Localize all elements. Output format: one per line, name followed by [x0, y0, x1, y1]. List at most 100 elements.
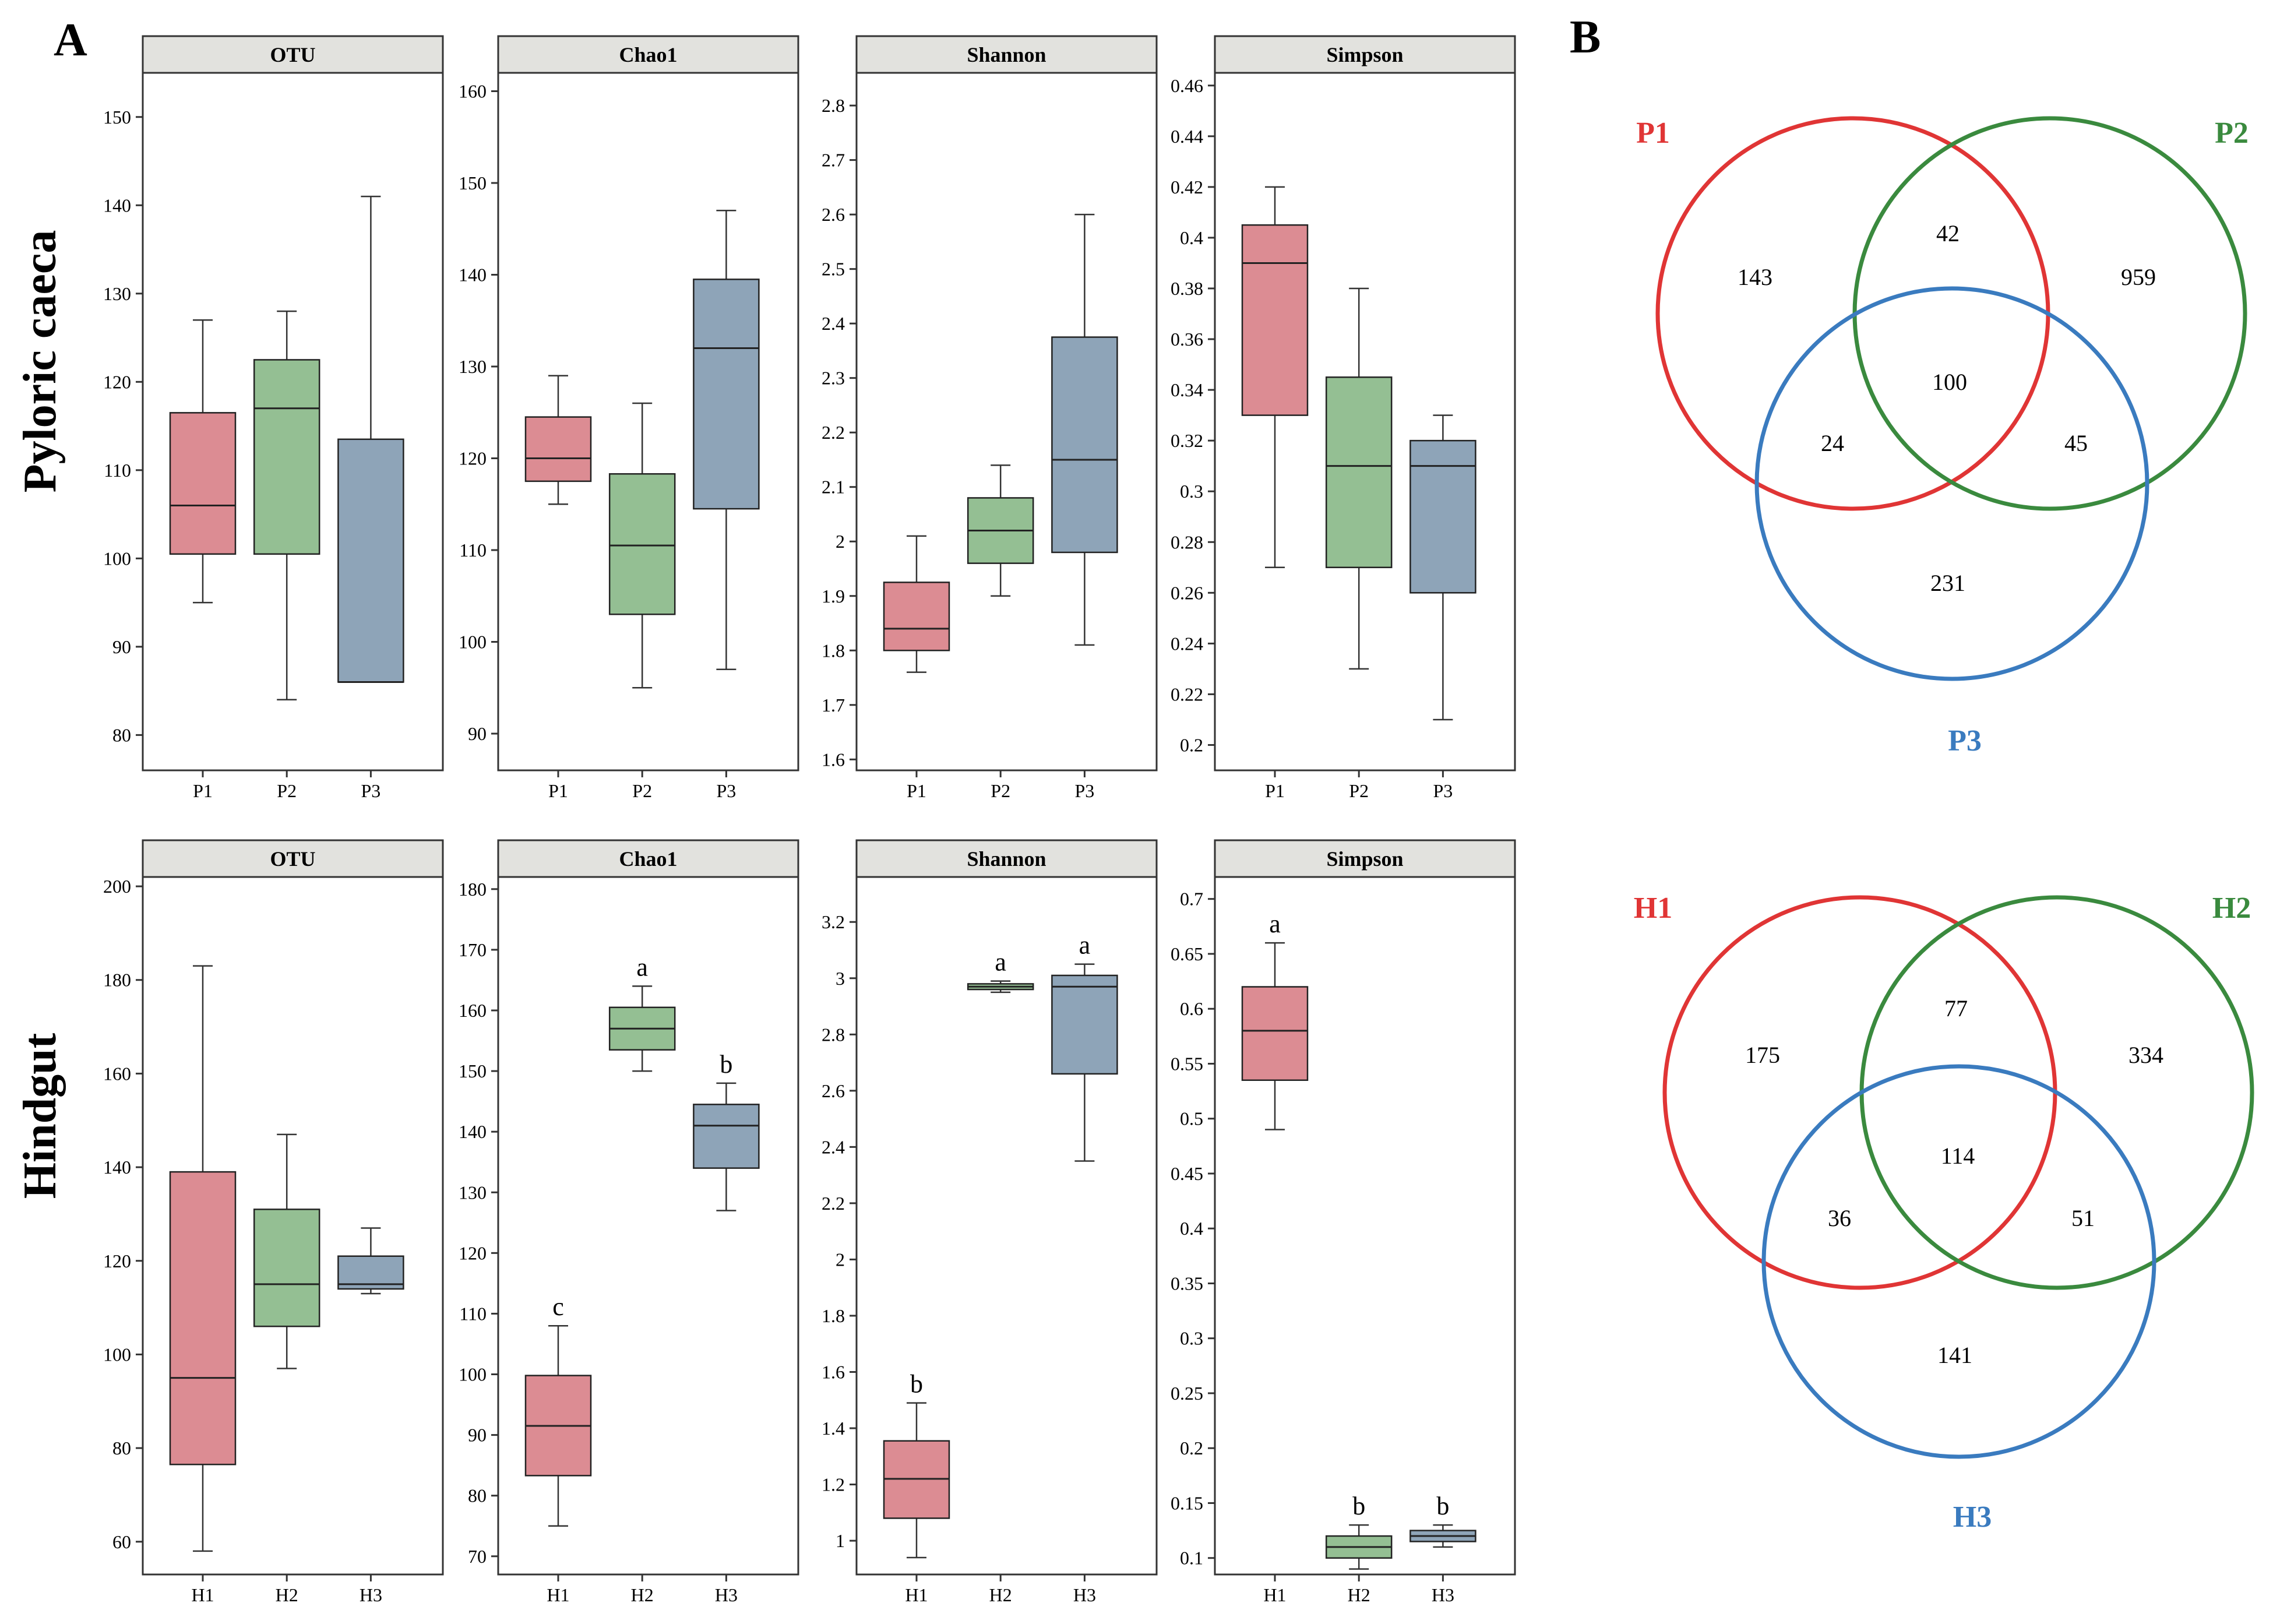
- y-tick-label: 1.8: [822, 640, 845, 661]
- boxplot-panel-pyloric-caeca-otu: OTU 80 90 100 110 120 130 140 150 P1 P2 P3: [103, 35, 444, 801]
- y-tick-label: 130: [459, 1182, 487, 1203]
- y-tick-label: 140: [103, 195, 131, 216]
- plot-frame: [142, 876, 444, 1576]
- y-tick-label: 0.2: [1180, 1438, 1203, 1459]
- boxplot-panel-hindgut-otu: OTU 60 80 100 120 140 160 180 200 H1 H2 H3: [103, 839, 444, 1605]
- y-tick-label: 70: [468, 1546, 487, 1567]
- y-tick-label: 90: [112, 636, 131, 657]
- y-tick-label: 0.6: [1180, 998, 1203, 1019]
- y-tick-label: 140: [103, 1157, 131, 1178]
- venn-count-only-1: 143: [1738, 264, 1772, 290]
- y-tick-label: 90: [468, 723, 487, 744]
- y-tick-label: 0.32: [1171, 430, 1203, 451]
- significance-letter: b: [720, 1050, 732, 1079]
- plot-frame: [1214, 876, 1516, 1576]
- y-tick-label: 0.15: [1171, 1492, 1203, 1513]
- y-tick-label: 2.8: [822, 95, 845, 116]
- y-tick-label: 0.38: [1171, 278, 1203, 299]
- y-tick-label: 0.24: [1171, 633, 1203, 654]
- y-tick-label: 0.35: [1171, 1273, 1203, 1294]
- plot-frame: [497, 876, 799, 1576]
- box-p3: [1409, 439, 1476, 594]
- significance-letter: a: [995, 948, 1006, 977]
- y-tick-label: 3: [836, 968, 845, 989]
- venn-circle-p3: [1754, 286, 2149, 681]
- plot-frame: [855, 876, 1158, 1576]
- venn-pyloric-caeca: P1 P2 P3 143 959 231 42 24 45 100: [1636, 116, 2249, 758]
- y-tick-label: 0.5: [1180, 1108, 1203, 1129]
- venn-count-1-2: 42: [1936, 220, 1960, 246]
- y-tick-label: 140: [459, 1121, 487, 1142]
- venn-count-1-3: 36: [1828, 1205, 1851, 1231]
- y-tick-label: 1: [836, 1530, 845, 1551]
- y-tick-label: 0.65: [1171, 943, 1203, 964]
- y-tick-label: 110: [459, 540, 487, 561]
- y-tick-label: 1.9: [822, 586, 845, 607]
- y-tick-label: 160: [459, 81, 487, 102]
- significance-letter: b: [1352, 1492, 1365, 1520]
- venn-count-only-1: 175: [1745, 1042, 1780, 1068]
- y-tick-label: 1.4: [822, 1418, 845, 1439]
- significance-letter: b: [910, 1370, 923, 1398]
- y-tick-label: 0.25: [1171, 1383, 1203, 1404]
- box-h1: [169, 1171, 237, 1466]
- x-tick-label: P1: [907, 780, 926, 801]
- venn-count-only-3: 231: [1930, 570, 1965, 596]
- y-tick-label: 2: [836, 1249, 845, 1270]
- y-tick-label: 180: [459, 879, 487, 900]
- venn-set-label-h3: H3: [1953, 1500, 1992, 1534]
- y-tick-label: 0.34: [1171, 379, 1203, 400]
- panel-strip: [855, 35, 1158, 74]
- y-tick-label: 0.55: [1171, 1053, 1203, 1074]
- y-tick-label: 0.45: [1171, 1163, 1203, 1184]
- significance-letter: c: [552, 1292, 564, 1321]
- y-tick-label: 0.3: [1180, 481, 1203, 502]
- y-tick-label: 150: [103, 107, 131, 128]
- x-tick-label: H2: [276, 1584, 298, 1605]
- significance-letter: a: [1079, 931, 1091, 960]
- y-tick-label: 120: [103, 1250, 131, 1271]
- venn-count-2-3: 51: [2071, 1205, 2095, 1231]
- y-tick-label: 0.28: [1171, 531, 1203, 552]
- y-tick-label: 120: [103, 371, 131, 392]
- box-h3: [1051, 974, 1118, 1075]
- box-p3: [337, 438, 404, 683]
- x-tick-label: H3: [360, 1584, 382, 1605]
- panel-title: OTU: [270, 847, 315, 871]
- panel-b-label: B: [1570, 12, 1601, 63]
- venn-set-label-p2: P2: [2215, 117, 2249, 150]
- y-tick-label: 130: [459, 356, 487, 377]
- boxplot-panel-pyloric-caeca-shannon: Shannon 1.6 1.7 1.8 1.9 2 2.1 2.2 2.3 2.4 2.5 2.6 2.…: [822, 35, 1158, 801]
- y-tick-label: 1.7: [822, 695, 845, 716]
- x-tick-label: P2: [632, 780, 652, 801]
- y-tick-label: 60: [112, 1531, 131, 1552]
- venn-circle-h3: [1761, 1064, 2156, 1459]
- venn-count-all: 100: [1932, 369, 1967, 395]
- x-tick-label: P2: [277, 780, 297, 801]
- y-tick-label: 0.2: [1180, 734, 1203, 755]
- plot-frame: [855, 72, 1158, 772]
- box-p2: [1325, 376, 1393, 569]
- row-label-hindgut: Hindgut: [15, 1033, 66, 1199]
- panel-strip: [855, 839, 1158, 878]
- y-tick-label: 2.4: [822, 313, 845, 334]
- panel-title: Simpson: [1326, 847, 1403, 871]
- y-tick-label: 100: [459, 1364, 487, 1385]
- y-tick-label: 80: [112, 1438, 131, 1459]
- y-tick-label: 2.2: [822, 1193, 845, 1214]
- venn-count-1-2: 77: [1944, 995, 1968, 1021]
- y-tick-label: 130: [103, 283, 131, 304]
- y-tick-label: 80: [468, 1485, 487, 1506]
- x-tick-label: P1: [1265, 780, 1285, 801]
- y-tick-label: 150: [459, 172, 487, 193]
- x-tick-label: H1: [1263, 1584, 1286, 1605]
- y-tick-label: 0.3: [1180, 1328, 1203, 1349]
- y-tick-label: 2.1: [822, 477, 845, 498]
- y-tick-label: 140: [459, 265, 487, 286]
- venn-count-only-3: 141: [1937, 1342, 1972, 1368]
- y-tick-label: 100: [103, 548, 131, 569]
- panel-title: Simpson: [1326, 43, 1403, 66]
- y-tick-label: 100: [103, 1344, 131, 1365]
- box-h1: [1241, 986, 1309, 1081]
